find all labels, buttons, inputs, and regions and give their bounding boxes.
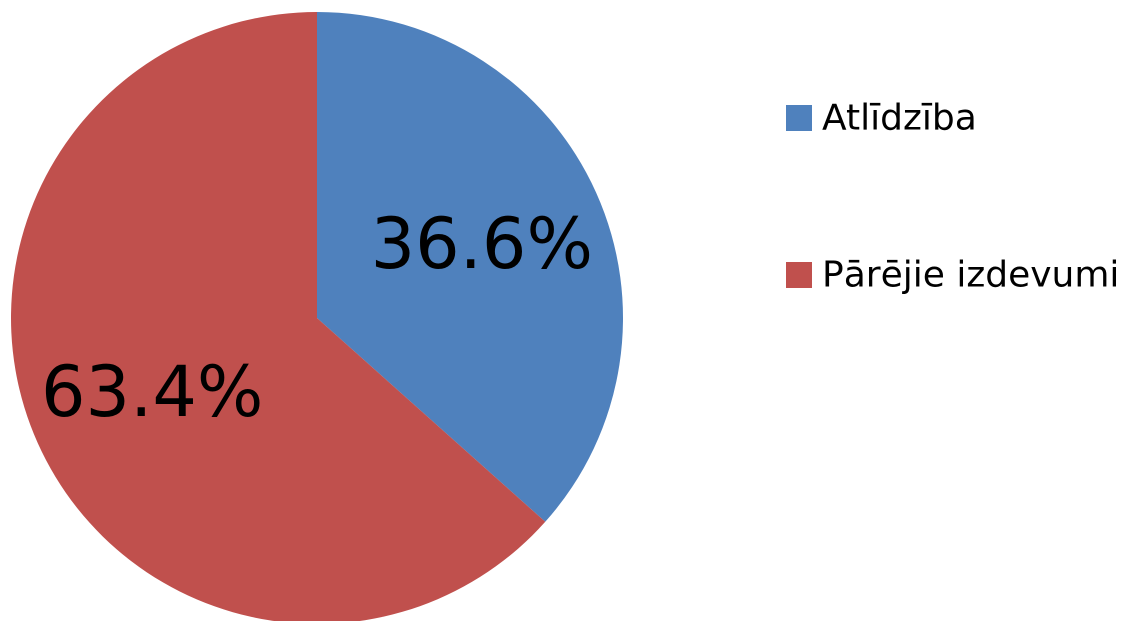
legend: Atlīdzība Pārējie izdevumi <box>786 98 1119 296</box>
legend-label-2: Pārējie izdevumi <box>822 255 1119 296</box>
legend-swatch-2 <box>786 262 812 288</box>
data-label-2: 63.4% <box>41 351 263 433</box>
pie-data-labels: 36.6% 63.4% <box>41 203 593 433</box>
legend-swatch-1 <box>786 105 812 131</box>
legend-label-1: Atlīdzība <box>822 98 977 139</box>
pie-slices <box>11 12 624 621</box>
pie-slice-2 <box>11 12 546 621</box>
pie-slice-1 <box>317 12 624 522</box>
data-label-1: 36.6% <box>371 203 593 285</box>
